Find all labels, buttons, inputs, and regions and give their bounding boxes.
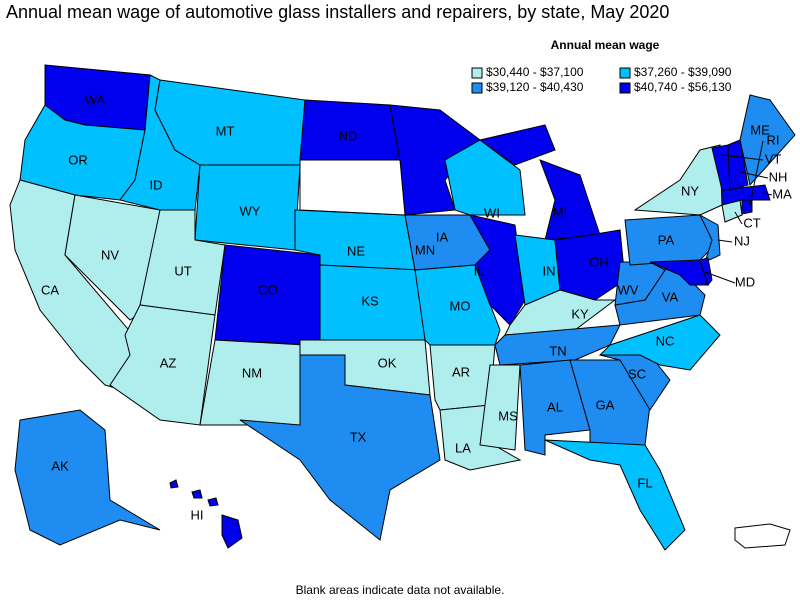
state (191, 489, 203, 499)
state-label: ND (339, 128, 358, 143)
state-label: TN (549, 343, 566, 358)
state-label: ME (750, 122, 770, 137)
state-label: WY (240, 203, 261, 218)
state (14, 409, 161, 546)
state-label: FL (637, 475, 652, 490)
state-label: SC (628, 366, 646, 381)
legend-title: Annual mean wage (551, 38, 660, 52)
state (478, 124, 556, 166)
state-label: OR (68, 152, 88, 167)
state (727, 139, 749, 191)
state-label: KS (361, 293, 379, 308)
state-label: GA (596, 397, 615, 412)
state (633, 144, 723, 216)
state-label: IA (436, 229, 449, 244)
state-label: NY (681, 183, 699, 198)
leader-line (704, 271, 736, 284)
state-label: WI (484, 205, 500, 220)
state-label: AL (547, 399, 563, 414)
state-label: MA (772, 186, 792, 201)
state (698, 213, 721, 263)
state-label: MD (735, 274, 755, 289)
state-label: AZ (160, 355, 177, 370)
state-label: AR (452, 364, 470, 379)
state-label: NC (656, 333, 675, 348)
state-label: NM (242, 365, 262, 380)
state-label: MO (450, 298, 471, 313)
state-label: CA (41, 282, 59, 297)
legend-swatch (471, 82, 483, 94)
state (239, 354, 441, 541)
leader-line (739, 171, 769, 179)
state-label: AK (51, 458, 69, 473)
legend-label: $30,440 - $37,100 (486, 65, 584, 79)
state-label: LA (455, 440, 471, 455)
state-label: NH (769, 169, 788, 184)
state-label: OH (589, 254, 609, 269)
state-label: MN (415, 242, 435, 257)
state-label: VA (662, 289, 679, 304)
state-label: NJ (734, 233, 750, 248)
state-label: UT (174, 263, 191, 278)
legend-swatch (471, 67, 483, 79)
state-label: WA (85, 92, 106, 107)
footnote: Blank areas indicate data not available. (296, 583, 505, 597)
state-label: IL (474, 263, 485, 278)
state-label: RI (767, 132, 780, 147)
legend-swatch (619, 67, 631, 79)
state-label: HI (191, 507, 204, 522)
leader-line (717, 239, 733, 243)
state-label: WV (618, 282, 639, 297)
state-label: MS (498, 408, 518, 423)
state-label: NV (101, 247, 119, 262)
state (649, 259, 709, 286)
legend-label: $37,260 - $39,090 (634, 65, 732, 79)
leader-line (734, 211, 743, 225)
state (207, 497, 219, 507)
legend-swatch (619, 82, 631, 94)
state (539, 159, 601, 241)
leader-line (761, 192, 773, 196)
state (169, 479, 179, 489)
leader-line (749, 140, 764, 206)
state-label: KY (571, 306, 589, 321)
legend-label: $39,120 - $40,430 (486, 80, 584, 94)
state (741, 199, 753, 215)
state-label: NE (347, 243, 365, 258)
blank-state (299, 159, 406, 216)
state-label: CO (258, 282, 278, 297)
blank-territory (734, 523, 791, 549)
state (109, 304, 216, 426)
state (544, 439, 686, 551)
leader-line (721, 154, 764, 161)
state (598, 314, 721, 371)
state-label: IN (543, 263, 556, 278)
state (721, 184, 771, 206)
state-label: OK (378, 355, 397, 370)
legend-label: $40,740 - $56,130 (634, 80, 732, 94)
state (199, 339, 306, 426)
state-label: CT (743, 215, 760, 230)
state (479, 364, 521, 451)
state-label: PA (658, 232, 675, 247)
state-label: TX (350, 429, 367, 444)
state (739, 94, 796, 187)
state (699, 257, 713, 287)
state (221, 514, 243, 549)
state-label: VT (765, 151, 782, 166)
state-label: MT (216, 123, 235, 138)
state-label: MI (553, 204, 567, 219)
title: Annual mean wage of automotive glass ins… (6, 2, 669, 22)
state-label: ID (150, 177, 163, 192)
